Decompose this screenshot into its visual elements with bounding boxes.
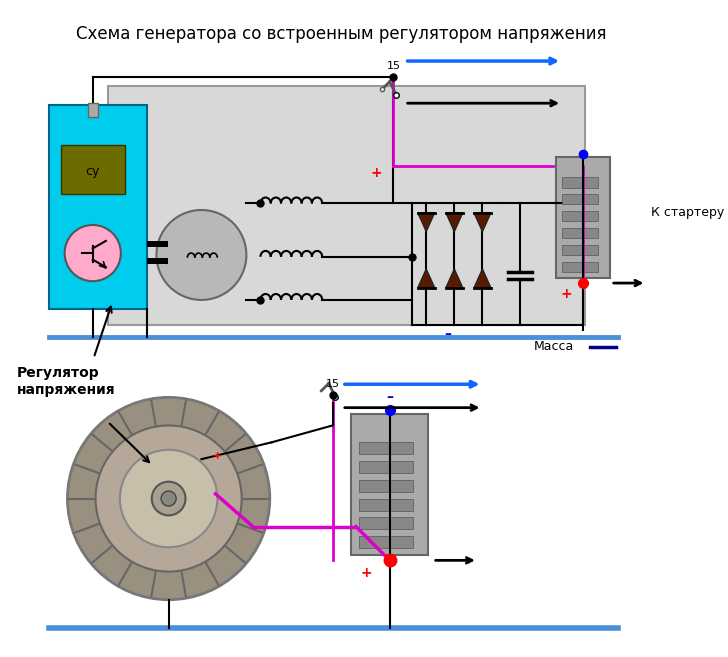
Circle shape [157, 210, 246, 300]
Circle shape [68, 397, 270, 600]
Text: 15: 15 [325, 379, 339, 389]
FancyBboxPatch shape [147, 241, 167, 248]
FancyBboxPatch shape [359, 499, 413, 510]
FancyBboxPatch shape [359, 536, 413, 548]
FancyBboxPatch shape [61, 145, 124, 194]
Polygon shape [446, 269, 463, 288]
Text: +: + [360, 566, 372, 581]
Text: Регулятор
напряжения: Регулятор напряжения [17, 365, 116, 397]
FancyBboxPatch shape [562, 261, 598, 272]
Text: су: су [86, 165, 100, 178]
Circle shape [120, 450, 218, 547]
FancyBboxPatch shape [562, 177, 598, 187]
Polygon shape [474, 269, 491, 288]
FancyBboxPatch shape [88, 103, 98, 117]
FancyBboxPatch shape [555, 156, 610, 279]
Text: –: – [444, 327, 451, 340]
Polygon shape [474, 213, 491, 231]
Circle shape [161, 491, 176, 506]
FancyBboxPatch shape [562, 211, 598, 221]
FancyBboxPatch shape [562, 244, 598, 255]
FancyBboxPatch shape [359, 461, 413, 473]
FancyBboxPatch shape [147, 258, 167, 264]
FancyBboxPatch shape [359, 517, 413, 530]
Text: 15: 15 [387, 60, 400, 71]
Text: Масса: Масса [534, 340, 574, 353]
Circle shape [65, 225, 121, 281]
FancyBboxPatch shape [359, 442, 413, 455]
Text: +: + [561, 287, 572, 302]
Text: +: + [213, 451, 222, 461]
Circle shape [151, 482, 186, 515]
Circle shape [95, 426, 242, 572]
Polygon shape [418, 269, 435, 288]
Text: –: – [386, 390, 393, 404]
FancyBboxPatch shape [562, 228, 598, 238]
Text: Схема генератора со встроенным регулятором напряжения: Схема генератора со встроенным регулятор… [76, 26, 606, 43]
FancyBboxPatch shape [359, 480, 413, 492]
FancyBboxPatch shape [49, 105, 147, 309]
Polygon shape [446, 213, 463, 231]
Text: +: + [371, 166, 382, 181]
FancyBboxPatch shape [562, 194, 598, 204]
Text: К стартеру: К стартеру [651, 206, 724, 219]
Polygon shape [418, 213, 435, 231]
FancyBboxPatch shape [108, 86, 585, 325]
FancyBboxPatch shape [352, 414, 428, 555]
